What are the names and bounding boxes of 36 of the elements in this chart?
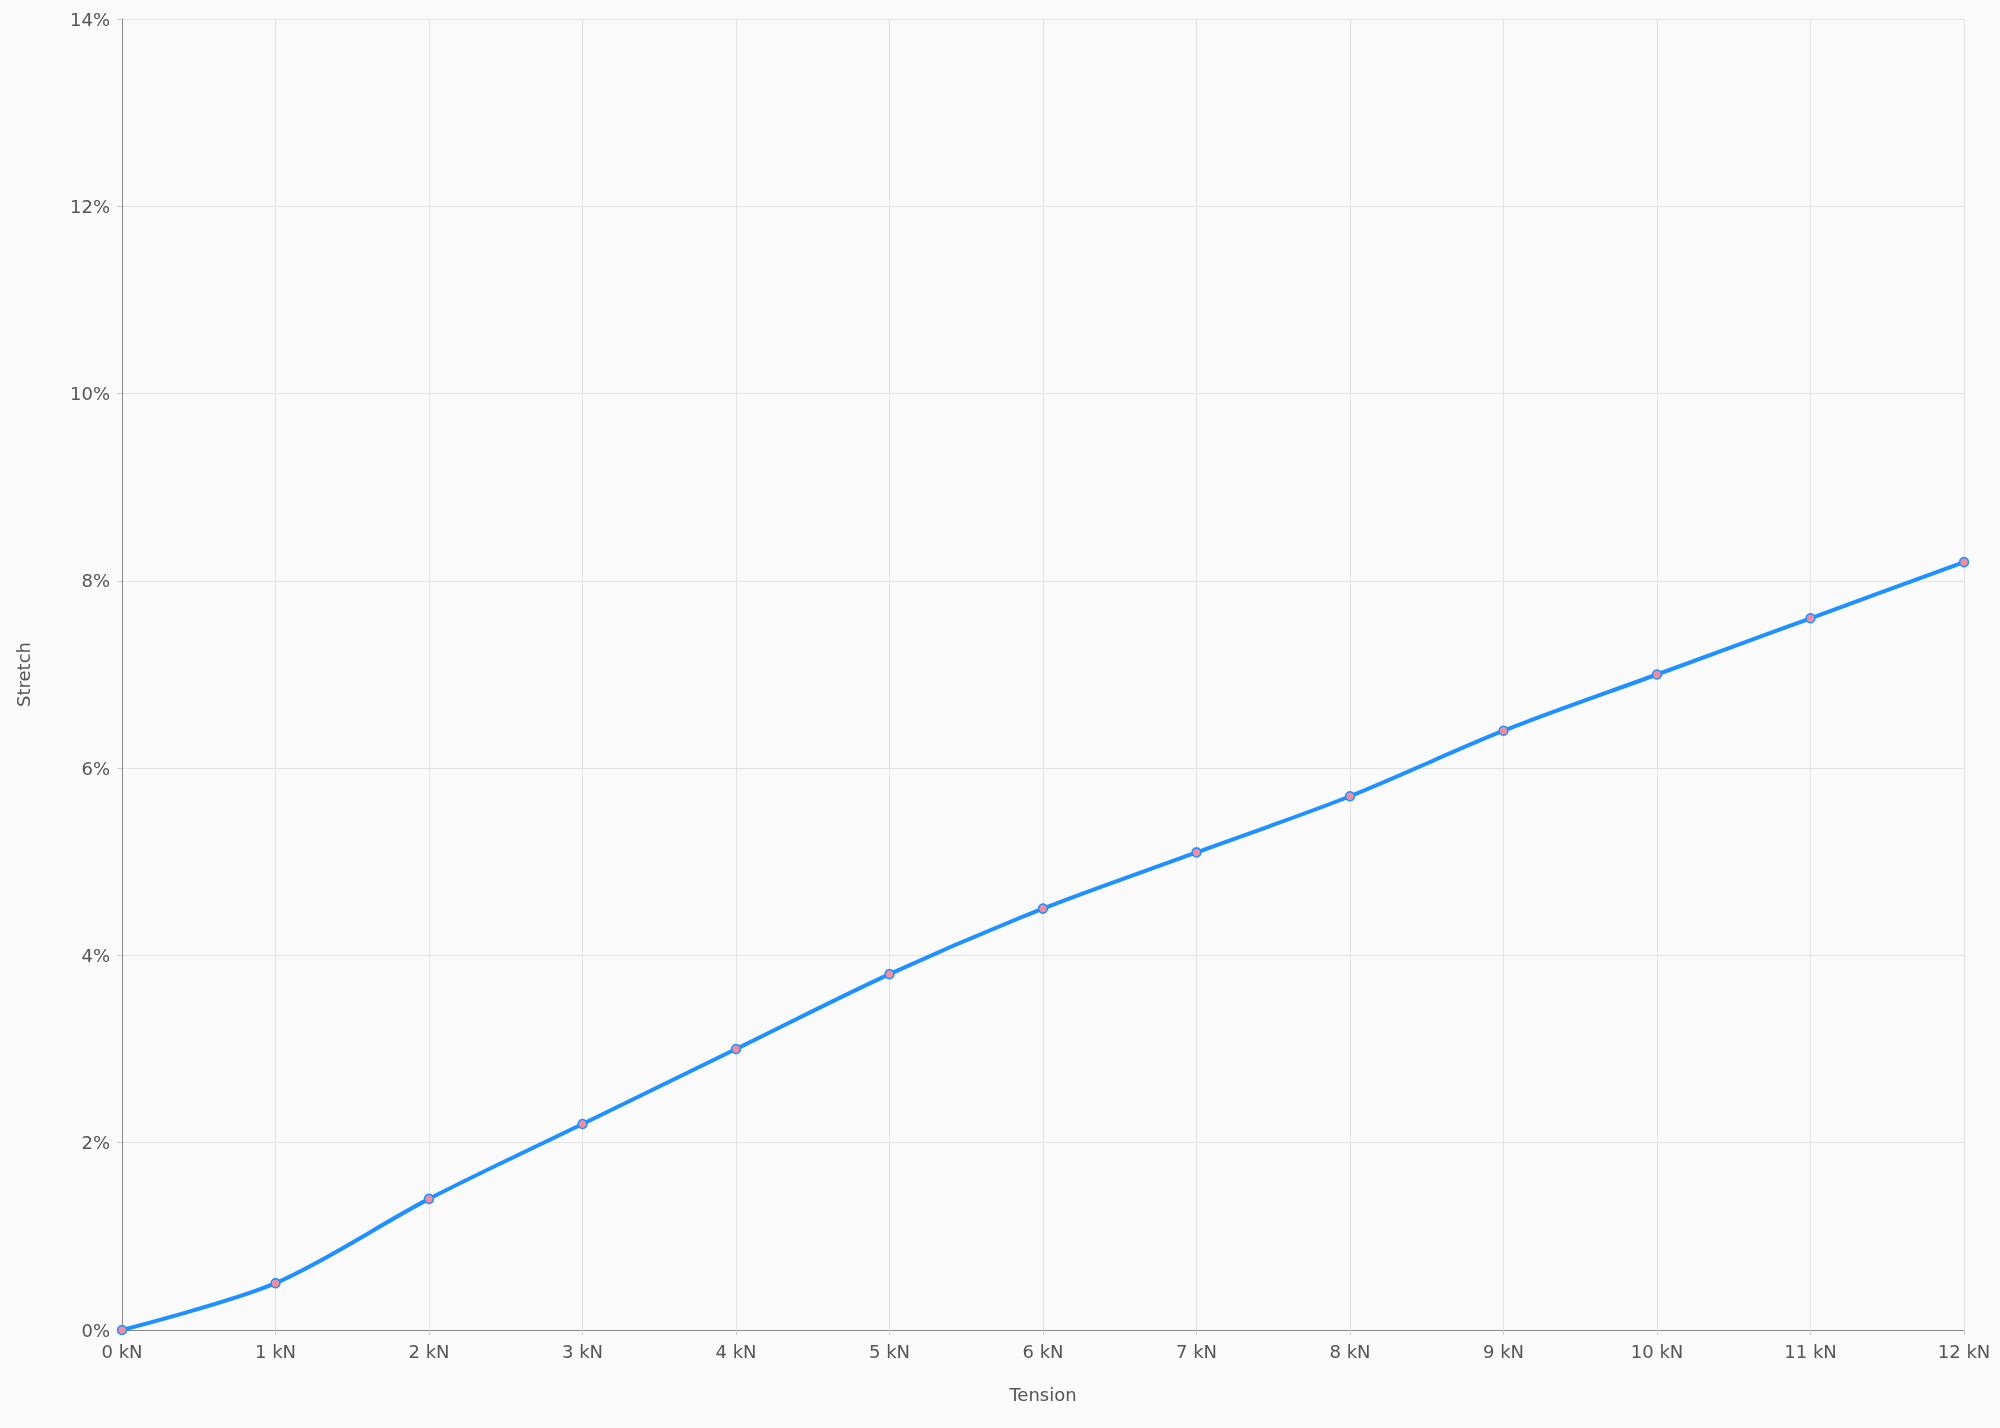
y-tick-label: 2% [81, 1132, 110, 1154]
x-tick-label: 8 kN [1329, 1340, 1371, 1362]
point [1037, 903, 1049, 914]
point [1498, 725, 1509, 736]
y-axis-title: Stretch [12, 642, 34, 707]
x-tick-label: 7 kN [1175, 1340, 1218, 1362]
point [1344, 790, 1356, 802]
x-tick-label: 5 kN [868, 1340, 911, 1362]
y-tick-label: 8% [81, 570, 110, 592]
y-tick-label: 4% [81, 944, 110, 966]
point [730, 1043, 742, 1055]
x-tick-label: 9 kN [1482, 1340, 1525, 1362]
point [116, 1324, 128, 1336]
y-tick-label: 10% [69, 383, 110, 405]
x-tick-label: 3 kN [561, 1340, 604, 1362]
x-axis-title: Tension [1008, 1383, 1077, 1405]
y-tick-label: 0% [81, 1319, 110, 1341]
x-tick-label: 6 kN [1022, 1340, 1064, 1362]
y-tick-label: 14% [69, 8, 110, 30]
point [1651, 669, 1663, 680]
x-tick-label: 2 kN [408, 1340, 450, 1362]
point [270, 1277, 281, 1289]
point [1191, 847, 1202, 858]
x-tick-label: 4 kN [715, 1340, 757, 1362]
point [1958, 556, 1970, 568]
x-tick-label: 11 kN [1784, 1340, 1837, 1362]
point [423, 1193, 435, 1205]
point [1805, 613, 1816, 624]
point [884, 968, 895, 980]
x-tick-label: 0 kN [101, 1340, 143, 1362]
point [577, 1118, 588, 1130]
y-tick-label: 6% [81, 757, 110, 779]
x-tick-label: 1 kN [254, 1340, 297, 1362]
x-tick-label: 10 kN [1630, 1340, 1684, 1362]
y-tick-label: 12% [69, 195, 110, 217]
x-tick-label: 12 kN [1937, 1340, 1991, 1362]
